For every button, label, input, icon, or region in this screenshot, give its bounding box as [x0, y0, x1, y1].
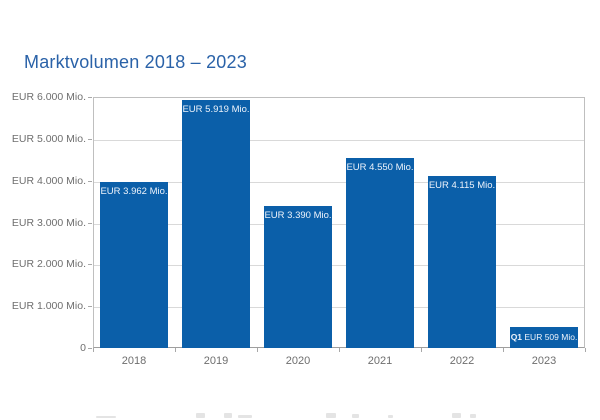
y-axis-tick [88, 264, 92, 265]
chart-title: Marktvolumen 2018 – 2023 [24, 52, 247, 72]
bar-2020: EUR 3.390 Mio. [264, 206, 332, 348]
plot-area [93, 97, 585, 348]
bar-2018: EUR 3.962 Mio. [100, 182, 168, 348]
y-axis-label: EUR 6.000 Mio. [11, 91, 86, 103]
x-axis-tick [503, 348, 504, 352]
x-axis-label: 2022 [449, 355, 475, 367]
bar-value-label: EUR 3.962 Mio. [100, 186, 168, 197]
bar-2023: Q1 EUR 509 Mio. [510, 327, 578, 348]
x-axis-label: 2019 [203, 355, 229, 367]
x-axis-label: 2023 [531, 355, 557, 367]
gridline [94, 307, 584, 308]
y-axis-label: EUR 3.000 Mio. [11, 217, 86, 229]
y-axis-label: EUR 2.000 Mio. [11, 258, 86, 270]
y-axis-tick [88, 181, 92, 182]
y-axis-tick [88, 97, 92, 98]
bar-value-label: EUR 3.390 Mio. [264, 210, 332, 221]
x-axis-label: 2021 [367, 355, 393, 367]
x-axis-tick [175, 348, 176, 352]
bar-2022: EUR 4.115 Mio. [428, 176, 496, 348]
x-axis-tick [339, 348, 340, 352]
x-axis-label: 2018 [121, 355, 147, 367]
x-axis-tick [93, 348, 94, 352]
bar-value-label: EUR 4.115 Mio. [428, 180, 496, 191]
y-axis-label: EUR 1.000 Mio. [11, 300, 86, 312]
y-axis-tick [88, 139, 92, 140]
gridline [94, 140, 584, 141]
x-axis-tick [421, 348, 422, 352]
bar-2021: EUR 4.550 Mio. [346, 158, 414, 348]
gridline [94, 265, 584, 266]
gridline [94, 182, 584, 183]
bar-value-label: EUR 5.919 Mio. [182, 104, 250, 115]
y-axis-tick [88, 223, 92, 224]
y-axis-label: EUR 5.000 Mio. [11, 133, 86, 145]
y-axis-tick [88, 348, 92, 349]
x-axis-label: 2020 [285, 355, 311, 367]
x-axis-tick [585, 348, 586, 352]
bar-value-label: EUR 4.550 Mio. [346, 162, 414, 173]
bar-value-label: Q1 EUR 509 Mio. [510, 332, 578, 342]
y-axis-label: 0 [80, 342, 86, 354]
bar-2019: EUR 5.919 Mio. [182, 100, 250, 348]
y-axis-label: EUR 4.000 Mio. [11, 175, 86, 187]
x-axis-tick [257, 348, 258, 352]
gridline [94, 224, 584, 225]
y-axis-tick [88, 306, 92, 307]
